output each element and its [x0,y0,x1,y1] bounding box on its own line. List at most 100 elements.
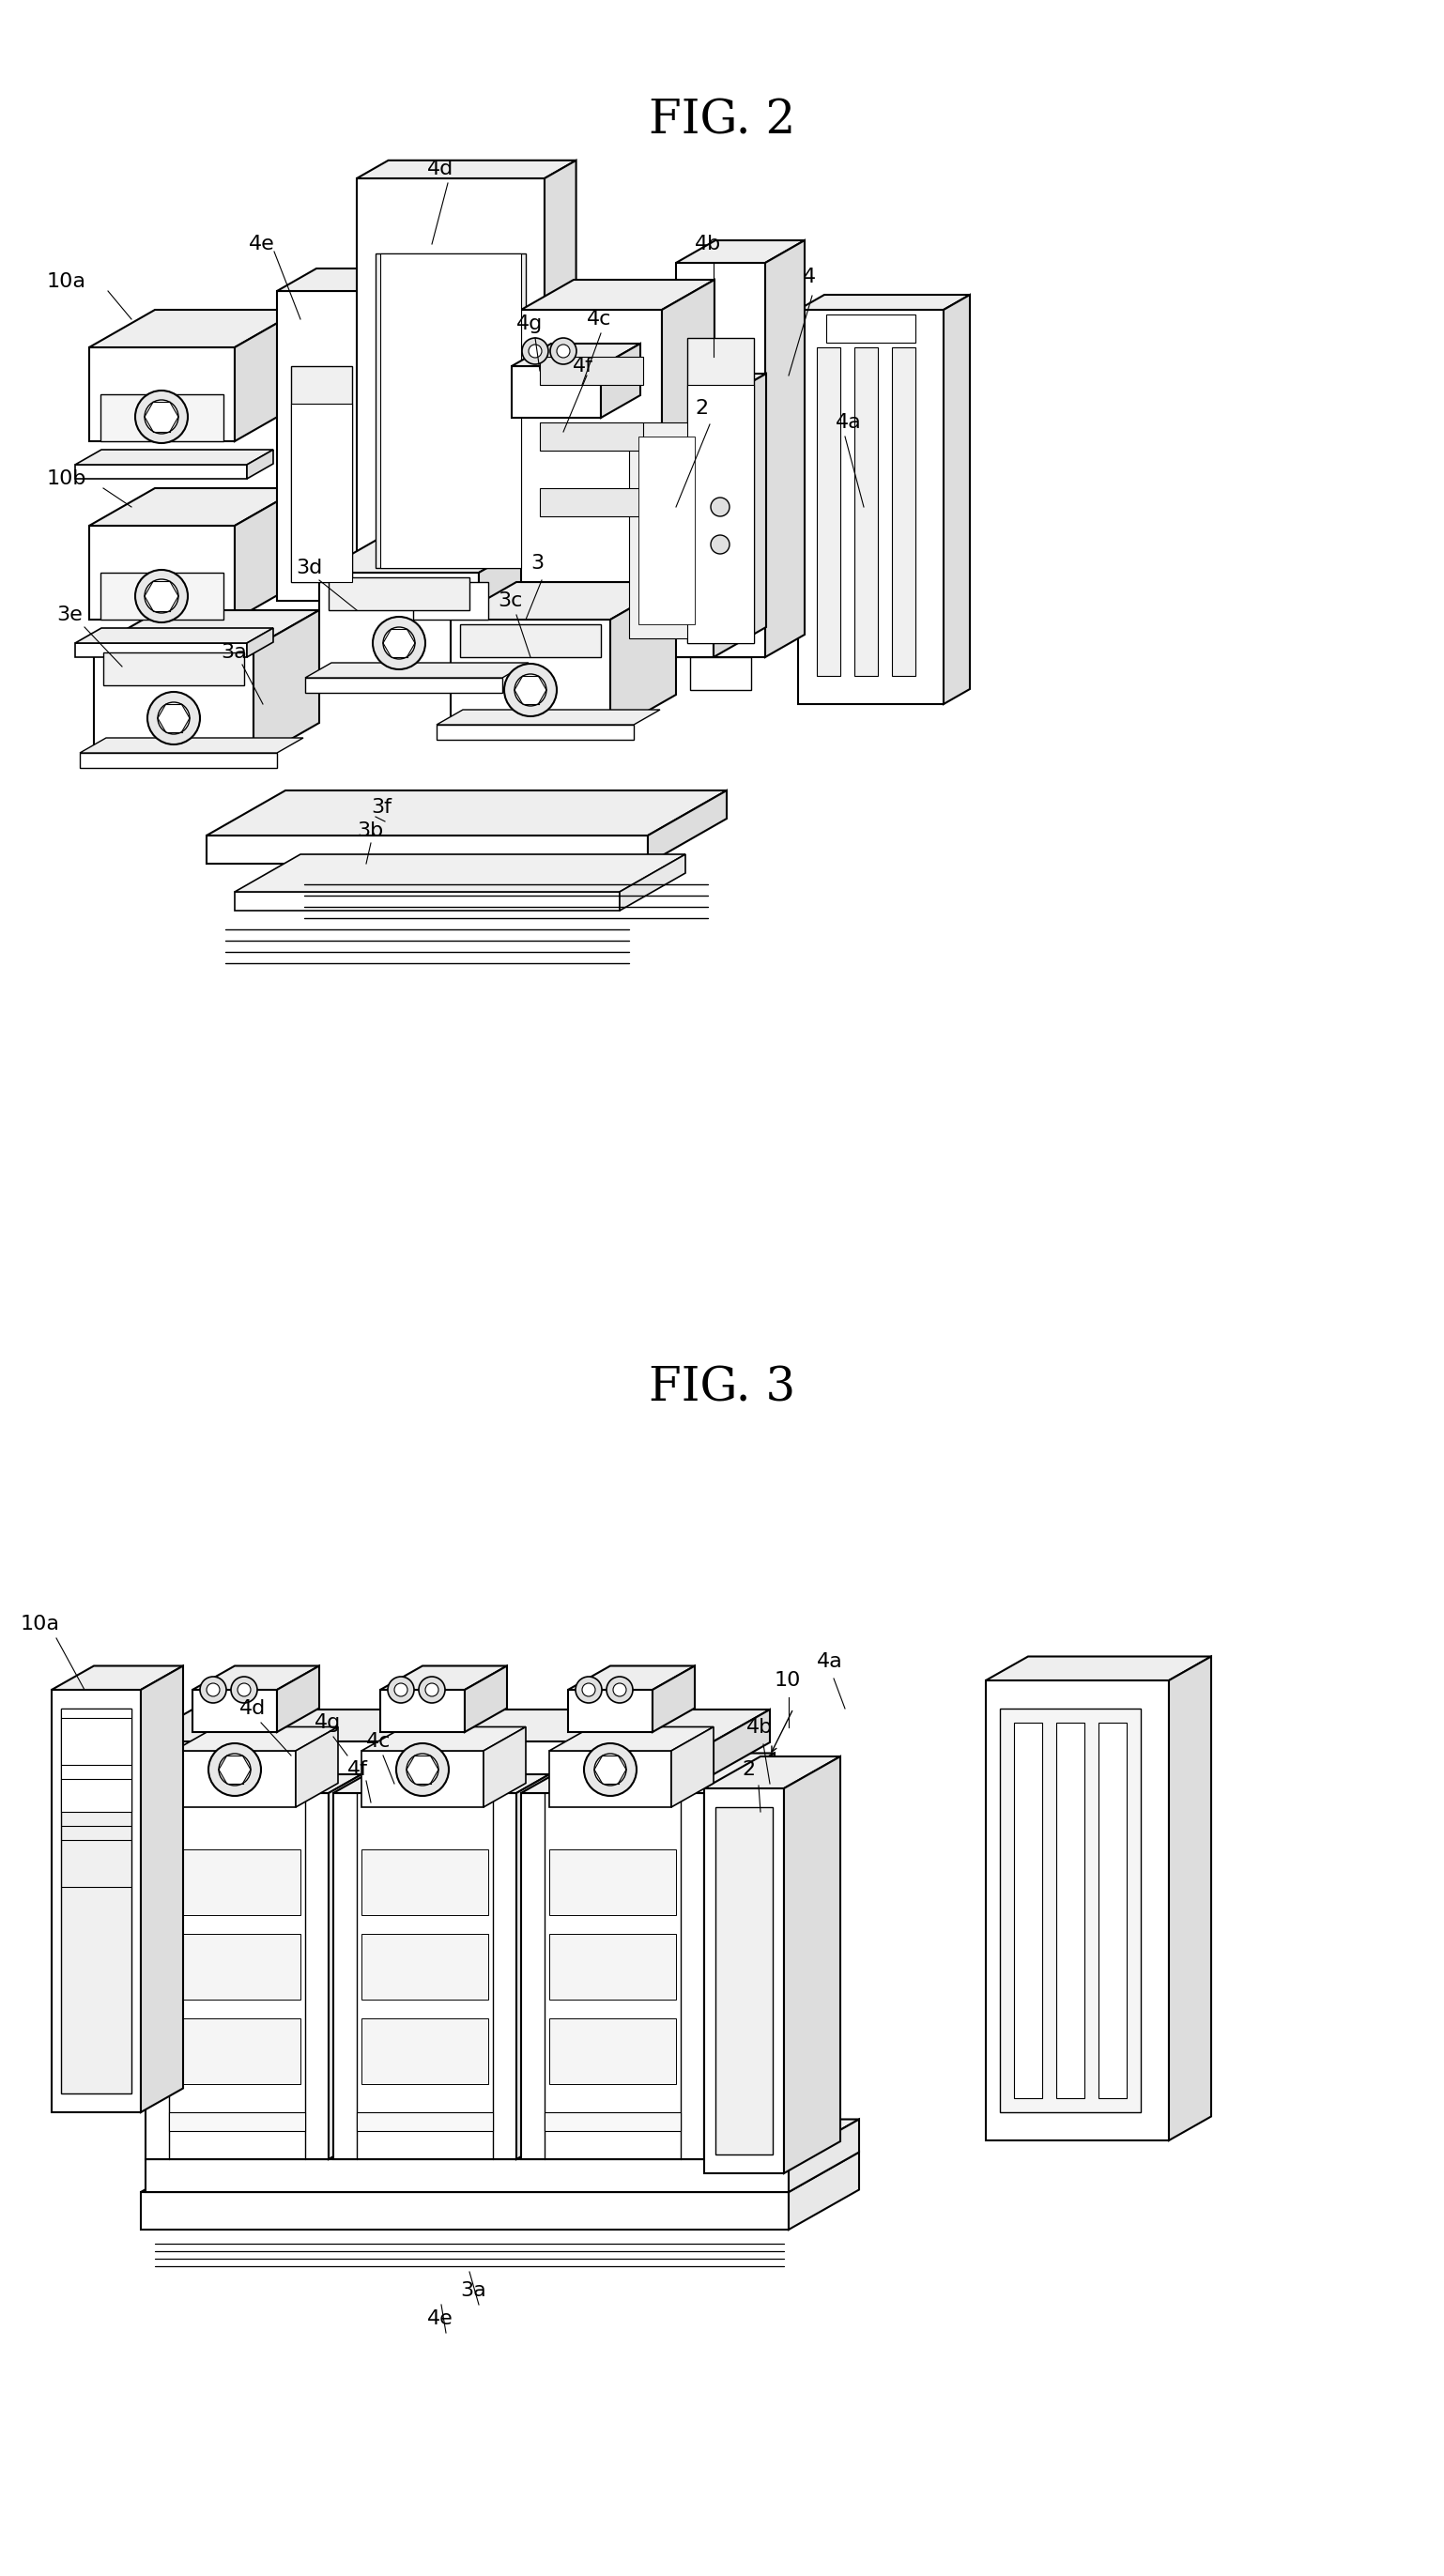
Polygon shape [540,422,643,451]
Text: 10a: 10a [20,1615,61,1633]
Polygon shape [705,1754,774,2159]
Polygon shape [146,2159,788,2192]
Polygon shape [653,1667,695,1731]
Polygon shape [142,2192,788,2231]
Polygon shape [549,1726,713,1752]
Polygon shape [544,160,576,582]
Circle shape [550,337,576,363]
Polygon shape [1099,1723,1126,2099]
Text: FIG. 2: FIG. 2 [648,98,796,144]
Polygon shape [619,404,713,657]
Text: 4a: 4a [836,412,862,433]
Text: 4g: 4g [517,314,543,332]
Polygon shape [517,1754,586,2159]
Text: 2: 2 [695,399,708,417]
Polygon shape [79,752,277,768]
Polygon shape [206,791,726,835]
Circle shape [208,1744,261,1795]
Polygon shape [601,343,640,417]
Polygon shape [479,536,544,685]
Polygon shape [451,582,676,621]
Polygon shape [380,1690,465,1731]
Polygon shape [319,536,544,572]
Polygon shape [567,1667,695,1690]
Polygon shape [361,1850,488,1914]
Text: 4d: 4d [240,1700,266,1718]
Polygon shape [817,348,840,675]
Circle shape [426,1682,439,1698]
Text: 4f: 4f [348,1759,368,1780]
Text: 4e: 4e [427,2311,453,2329]
Circle shape [383,626,414,659]
Polygon shape [173,1752,296,1808]
Polygon shape [277,268,406,291]
Polygon shape [619,855,686,909]
Polygon shape [567,1690,653,1731]
Text: 4: 4 [803,268,816,286]
Polygon shape [361,1726,526,1752]
Polygon shape [380,252,521,567]
Polygon shape [1168,1656,1212,2141]
Polygon shape [1056,1723,1084,2099]
Polygon shape [788,2120,859,2192]
Polygon shape [192,1690,277,1731]
Text: 4g: 4g [315,1713,341,1731]
Text: 10b: 10b [48,469,87,489]
Polygon shape [247,451,273,479]
Polygon shape [436,724,634,739]
Polygon shape [687,337,754,644]
Circle shape [606,1677,632,1703]
Circle shape [144,580,179,613]
Polygon shape [192,1667,319,1690]
Polygon shape [142,1667,183,2112]
Polygon shape [94,647,254,760]
Text: 3: 3 [530,554,544,572]
Polygon shape [619,374,767,404]
Polygon shape [687,384,754,644]
Polygon shape [892,348,915,675]
Circle shape [557,345,570,358]
Polygon shape [544,2112,680,2130]
Text: 3b: 3b [357,822,383,840]
Polygon shape [101,572,224,621]
Polygon shape [713,374,767,657]
Polygon shape [380,1667,507,1690]
Circle shape [373,616,426,670]
Text: 2: 2 [742,1759,755,1780]
Circle shape [595,1754,627,1785]
Polygon shape [357,178,544,582]
Circle shape [710,497,729,515]
Text: 4f: 4f [573,355,593,376]
Text: 3d: 3d [296,559,322,577]
Polygon shape [521,309,661,582]
Circle shape [237,1682,251,1698]
Polygon shape [235,309,300,440]
Circle shape [504,665,557,716]
Text: 3a: 3a [461,2282,487,2300]
Polygon shape [540,355,643,384]
Text: 3f: 3f [371,799,391,817]
Polygon shape [75,464,247,479]
Text: 4b: 4b [747,1718,773,1736]
Polygon shape [173,2020,300,2084]
Polygon shape [361,1752,484,1808]
Polygon shape [79,737,303,752]
Polygon shape [235,489,300,621]
Polygon shape [799,309,943,703]
Polygon shape [549,2020,676,2084]
Circle shape [582,1682,595,1698]
Polygon shape [705,1757,840,1788]
Polygon shape [247,629,273,657]
Polygon shape [75,644,247,657]
Polygon shape [146,1793,329,2159]
Polygon shape [101,394,224,440]
Circle shape [388,1677,414,1703]
Polygon shape [461,623,601,657]
Polygon shape [549,1752,671,1808]
Polygon shape [540,489,643,515]
Polygon shape [484,1726,526,1808]
Polygon shape [173,1726,338,1752]
Circle shape [514,675,546,706]
Polygon shape [676,263,765,657]
Circle shape [396,1744,449,1795]
